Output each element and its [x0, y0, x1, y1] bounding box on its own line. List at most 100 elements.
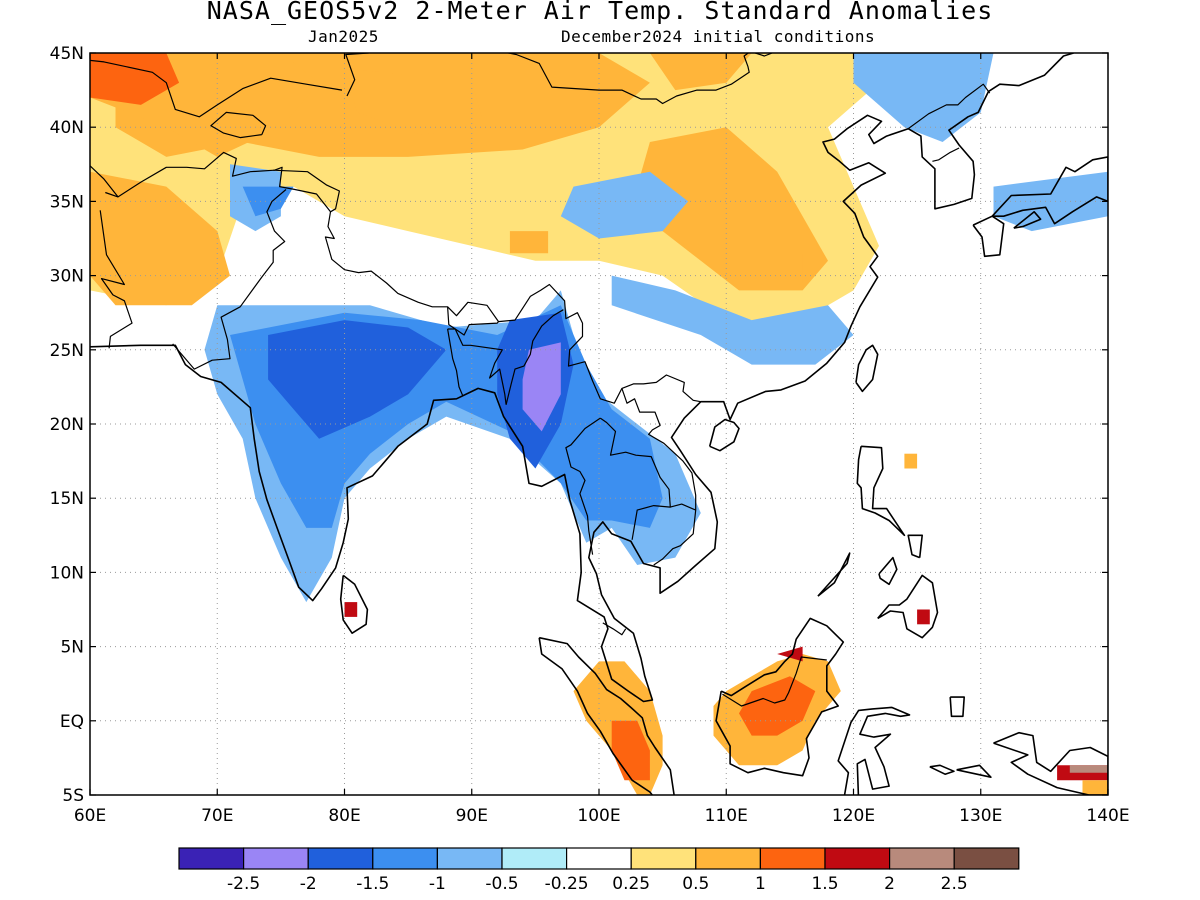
country-border	[90, 59, 343, 118]
anomaly-region	[1082, 780, 1108, 795]
colorbar-label: -0.5	[485, 874, 518, 894]
lon-tick-label: 100E	[577, 806, 620, 826]
coastline	[907, 534, 923, 559]
lon-tick-label: 70E	[201, 806, 233, 826]
axis-ticks: 60E 70E 80E 90E 100E 110E 120E 130E 140E 45N 40N 35…	[50, 44, 1130, 826]
coastline	[817, 552, 851, 597]
anomaly-region	[344, 67, 485, 135]
country-border	[447, 306, 499, 336]
colorbar-label: -2.5	[227, 874, 260, 894]
colorbar-swatch	[695, 847, 761, 870]
anomaly-region	[777, 646, 803, 662]
country-border	[505, 53, 774, 105]
anomaly-region	[509, 231, 549, 254]
anomaly-region	[739, 676, 816, 736]
coastline	[956, 764, 992, 778]
country-border	[621, 388, 697, 566]
colorbar-label: -1.5	[356, 874, 389, 894]
anomaly-region	[649, 53, 752, 91]
country-border	[447, 328, 464, 397]
colorbar-swatch	[178, 847, 245, 870]
anomaly-region	[90, 53, 180, 105]
country-border	[565, 417, 601, 555]
country-border	[505, 309, 564, 405]
coastline	[949, 696, 965, 718]
anomaly-region	[1069, 765, 1108, 773]
anomaly-region	[853, 53, 994, 142]
coastline	[339, 574, 369, 634]
colorbar-label: 2.5	[941, 874, 968, 894]
country-border	[99, 210, 133, 349]
colorbar-label: 1	[755, 874, 766, 894]
colorbar-label: -2	[300, 874, 317, 894]
colorbar-swatch	[243, 847, 309, 870]
colorbar-label: -1	[429, 874, 446, 894]
country-border	[210, 111, 267, 139]
lat-tick-label: 15N	[50, 489, 84, 509]
lat-tick-label: EQ	[60, 712, 84, 732]
anomaly-region	[560, 171, 689, 239]
gridlines	[90, 53, 1108, 795]
lon-tick-label: 140E	[1086, 806, 1129, 826]
colorbar-swatch	[824, 847, 891, 870]
lon-tick-label: 120E	[832, 806, 875, 826]
anomaly-region	[90, 171, 230, 306]
coastline	[993, 731, 1108, 795]
coastline	[878, 556, 898, 586]
colorbar-label: 0.5	[682, 874, 709, 894]
lon-tick-label: 80E	[328, 806, 360, 826]
anomaly-region	[522, 342, 561, 432]
anomaly-region	[764, 253, 803, 283]
colorbar: -2.5 -2 -1.5 -1 -0.5 -0.25 0.25 0.5 1 1.5 2 2.5	[178, 847, 1020, 894]
colorbar-label: 1.5	[811, 874, 838, 894]
lat-tick-label: 35N	[50, 192, 84, 212]
country-border	[105, 151, 701, 404]
coastline	[715, 617, 845, 777]
coastline	[538, 636, 675, 795]
lat-tick-label: 40N	[50, 118, 84, 138]
anomaly-region	[904, 453, 918, 469]
map-title: NASA_GEOS5v2 2-Meter Air Temp. Standard …	[206, 0, 994, 25]
coastline	[929, 764, 955, 775]
colorbar-label: 0.25	[612, 874, 650, 894]
country-border	[670, 503, 696, 511]
lat-tick-label: 5N	[60, 638, 84, 658]
colorbar-swatch	[501, 847, 568, 870]
country-border	[273, 169, 340, 213]
coastline	[856, 445, 906, 537]
anomaly-region	[611, 275, 854, 365]
lon-tick-label: 90E	[456, 806, 488, 826]
colorbar-swatch	[565, 847, 632, 870]
coastline	[855, 344, 879, 393]
colorbar-label: 2	[884, 874, 895, 894]
coastline	[991, 156, 1108, 225]
country-border	[447, 328, 507, 405]
lat-tick-label: 10N	[50, 563, 84, 583]
country-border	[599, 417, 671, 540]
lat-tick-label: 30N	[50, 267, 84, 287]
colorbar-swatch	[759, 847, 826, 870]
lat-tick-label: 25N	[50, 341, 84, 361]
colorbar-swatch	[436, 847, 503, 870]
colorbar-label: -0.25	[545, 874, 589, 894]
lon-tick-label: 130E	[959, 806, 1002, 826]
country-border	[602, 622, 627, 636]
init-conditions-label: December2024 initial conditions	[561, 27, 876, 46]
anomaly-region	[344, 602, 358, 617]
lat-tick-label: 20N	[50, 415, 84, 435]
coastlines	[90, 53, 1108, 795]
lat-tick-label: 5S	[62, 786, 84, 806]
coastline	[877, 574, 939, 639]
lon-tick-label: 110E	[705, 806, 748, 826]
anomaly-region	[917, 609, 930, 625]
country-border	[722, 656, 827, 707]
colorbar-swatch	[307, 847, 374, 870]
lon-tick-label: 60E	[74, 806, 106, 826]
colorbar-swatch	[888, 847, 955, 870]
coastline	[90, 53, 1074, 703]
country-border	[172, 189, 287, 370]
lat-tick-label: 45N	[50, 44, 84, 64]
colorbar-swatch	[372, 847, 438, 870]
coastline	[1013, 211, 1042, 229]
